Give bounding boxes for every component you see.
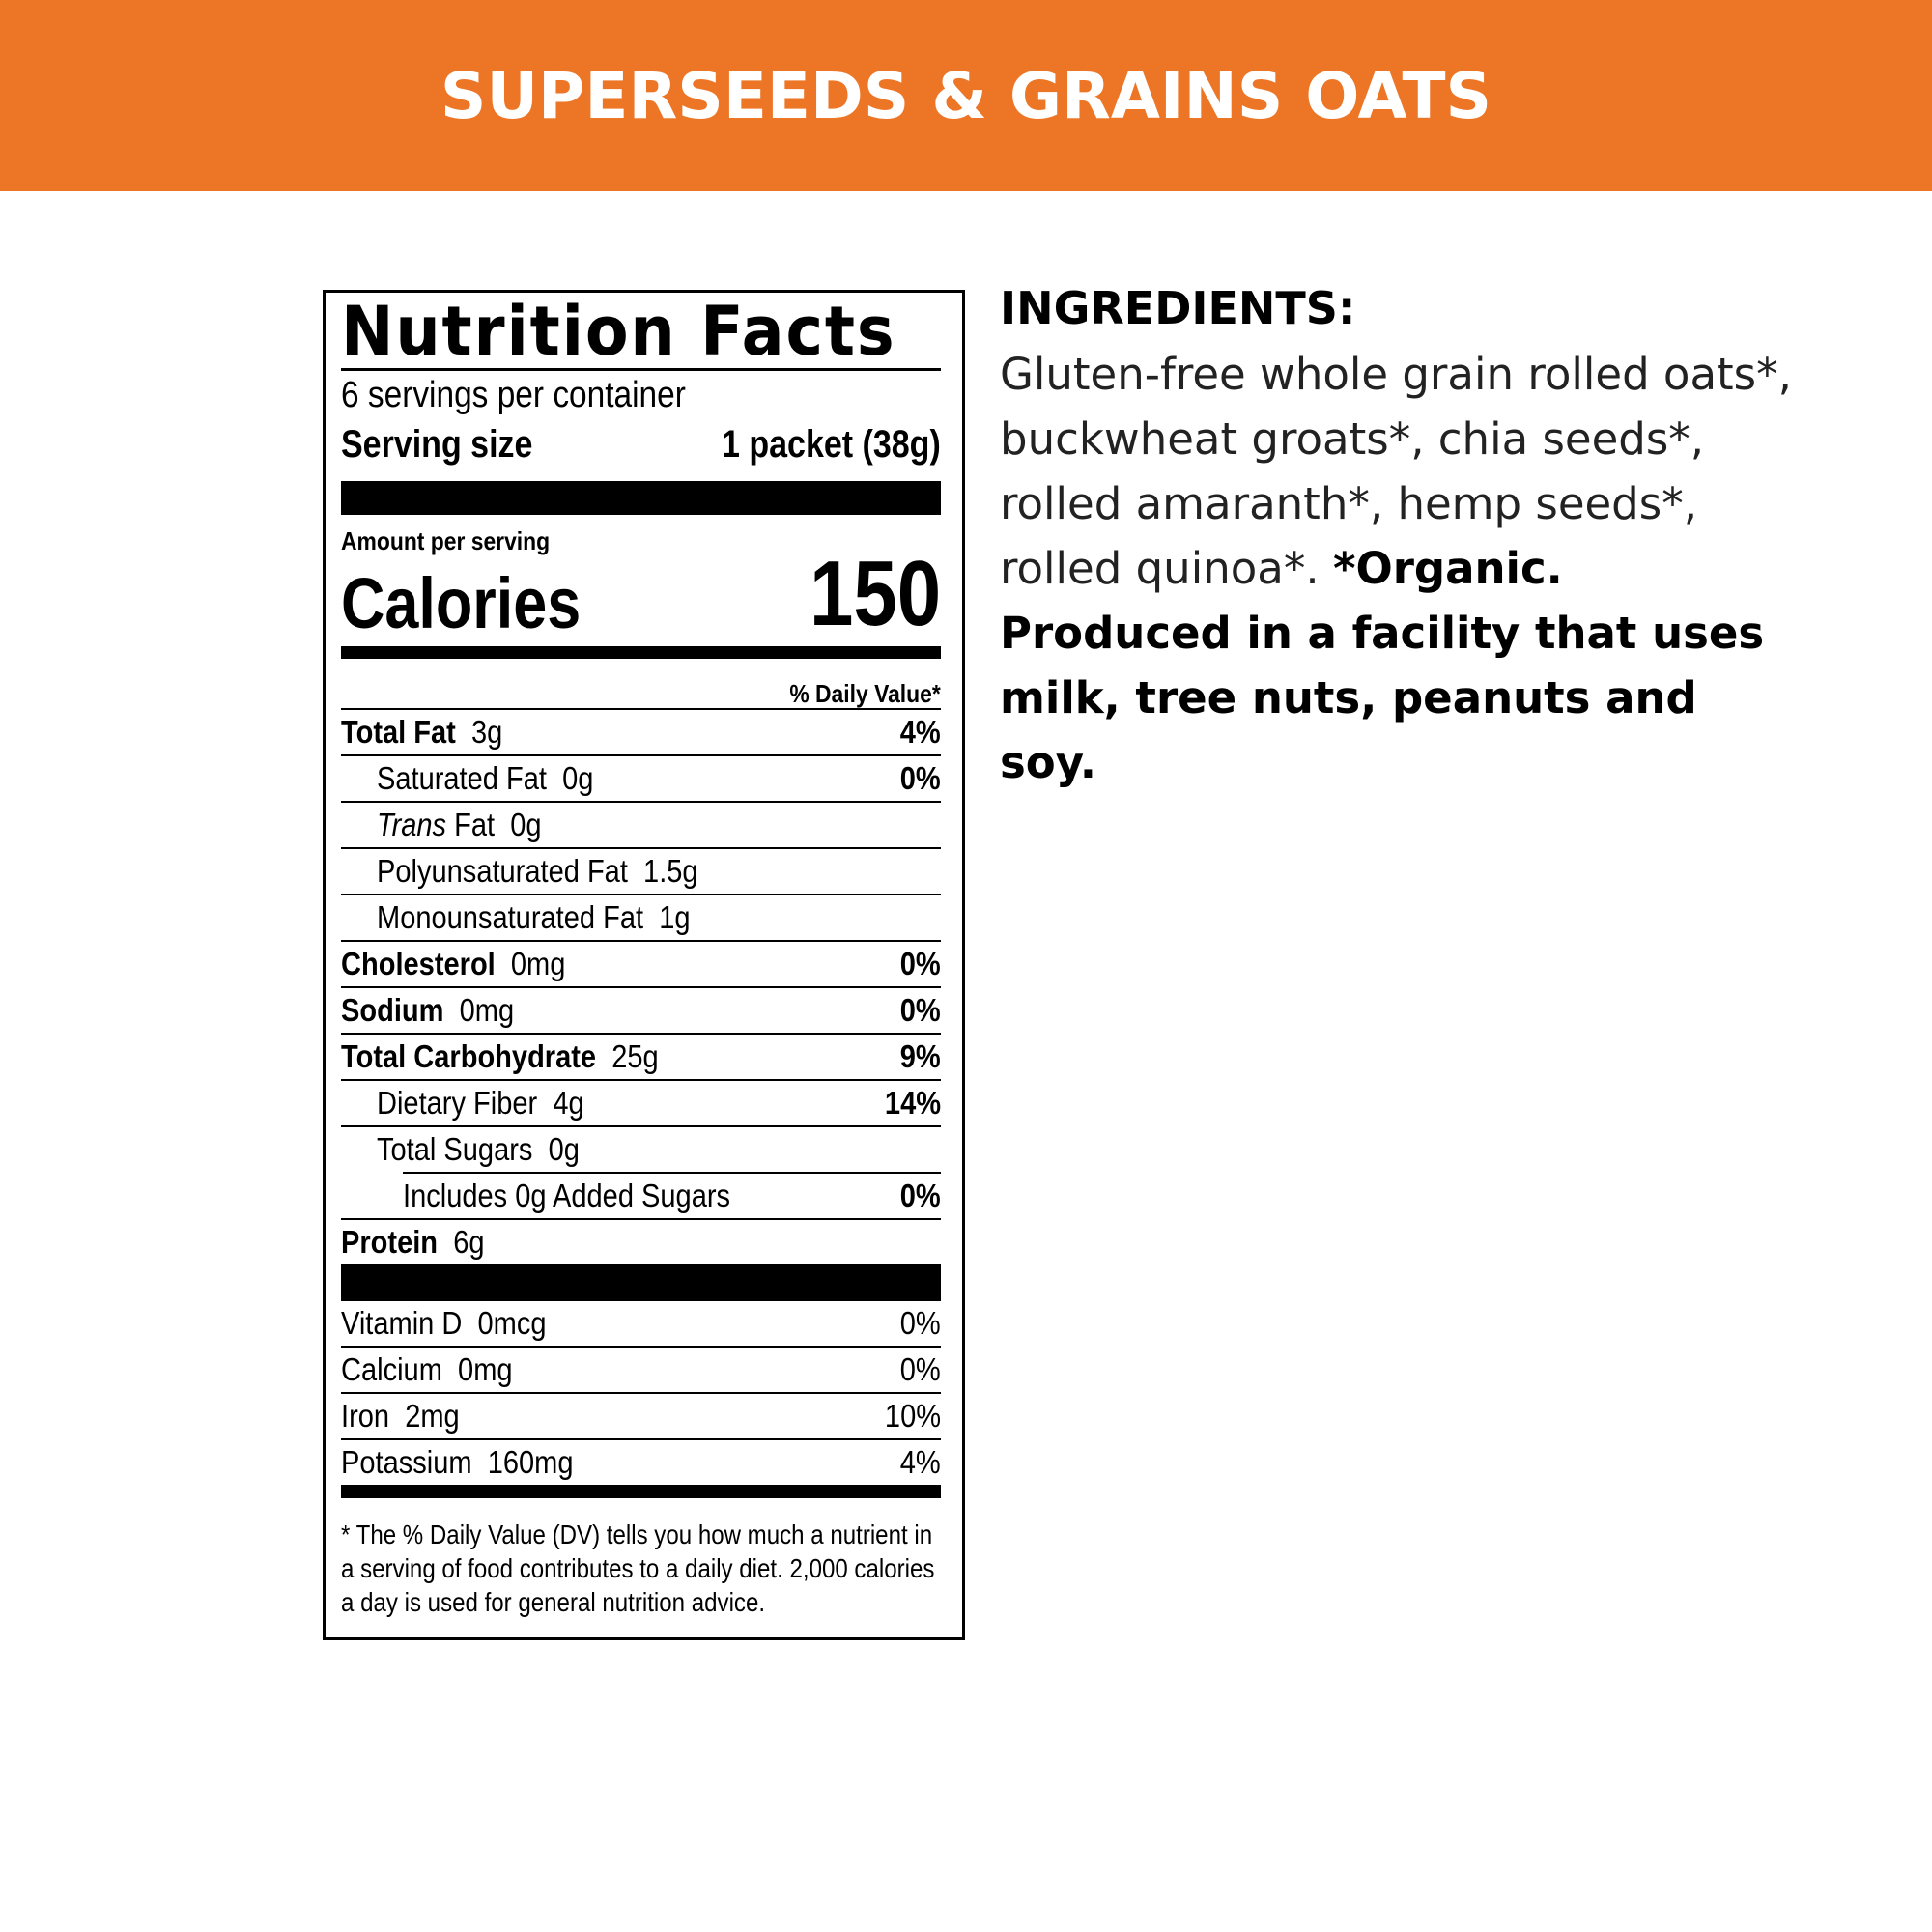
- vitamin-amount: 160mg: [487, 1444, 574, 1480]
- nutrient-dv: 0%: [900, 946, 941, 981]
- nutrient-name: Monounsaturated Fat: [377, 899, 644, 935]
- nutrient-name: Includes 0g Added Sugars: [403, 1178, 731, 1213]
- vitamin-name: Calcium: [341, 1351, 442, 1387]
- nutrient-name-suffix: Fat: [454, 807, 496, 842]
- daily-value-header-text: % Daily Value*: [789, 679, 941, 708]
- vitamin-amount: 0mg: [458, 1351, 513, 1387]
- vitamin-name: Potassium: [341, 1444, 472, 1480]
- nutrient-amount: 3g: [470, 714, 503, 750]
- nutrient-row-monounsaturated-fat: Monounsaturated Fat 1g: [341, 894, 941, 940]
- serving-size-value: 1 packet (38g): [722, 423, 941, 466]
- nutrient-name: Dietary Fiber: [377, 1085, 538, 1121]
- medium-divider: [341, 646, 941, 659]
- thick-divider: [341, 1264, 941, 1301]
- vitamin-name: Iron: [341, 1398, 390, 1434]
- thick-divider: [341, 481, 941, 515]
- vitamin-row-calcium: Calcium 0mg 0%: [341, 1346, 941, 1392]
- nutrient-row-polyunsaturated-fat: Polyunsaturated Fat 1.5g: [341, 847, 941, 894]
- nutrient-amount: 0g: [510, 807, 542, 842]
- ingredients-list: Gluten-free whole grain rolled oats*, bu…: [1000, 349, 1792, 594]
- daily-value-footnote: * The % Daily Value (DV) tells you how m…: [341, 1520, 935, 1617]
- nutrient-row-trans-fat: Trans Fat 0g: [341, 801, 941, 847]
- vitamin-dv: 4%: [900, 1444, 941, 1480]
- vitamin-row-vitamin-d: Vitamin D 0mcg 0%: [341, 1301, 941, 1346]
- servings-per-container: 6 servings per container: [341, 375, 686, 415]
- ingredients-section: INGREDIENTS: Gluten-free whole grain rol…: [1000, 278, 1802, 795]
- nutrient-amount: 4g: [553, 1085, 584, 1121]
- vitamin-dv: 0%: [900, 1305, 941, 1341]
- nutrient-name: Sodium: [341, 992, 444, 1028]
- vitamin-amount: 2mg: [405, 1398, 460, 1434]
- nutrient-amount: 0mg: [459, 992, 515, 1028]
- nutrient-row-protein: Protein 6g: [341, 1218, 941, 1264]
- nutrition-facts-label: Nutrition Facts 6 servings per container…: [323, 290, 965, 1640]
- nutrient-amount: 0g: [562, 760, 594, 796]
- nutrient-row-total-carbohydrate: Total Carbohydrate 25g 9%: [341, 1033, 941, 1079]
- serving-size-row: Serving size 1 packet (38g): [341, 422, 941, 467]
- nutrient-dv: 0%: [900, 1178, 941, 1213]
- nutrient-rows: Total Fat 3g 4% Saturated Fat 0g 0% Trans …: [341, 708, 941, 1498]
- nutrient-name: Total Sugars: [377, 1131, 533, 1167]
- vitamin-name: Vitamin D: [341, 1305, 463, 1341]
- nutrient-name: Cholesterol: [341, 946, 496, 981]
- nutrition-facts-title: Nutrition Facts: [341, 292, 896, 371]
- nutrient-row-dietary-fiber: Dietary Fiber 4g 14%: [341, 1079, 941, 1125]
- calories-row: Calories 150: [341, 546, 941, 642]
- nutrient-dv: 14%: [884, 1085, 941, 1121]
- amount-per-serving: Amount per serving: [341, 526, 551, 555]
- nutrient-amount: 1g: [659, 899, 691, 935]
- nutrient-name: Polyunsaturated Fat: [377, 853, 628, 889]
- nutrient-amount: 0g: [548, 1131, 580, 1167]
- nutrient-amount: 0mg: [510, 946, 566, 981]
- nutrient-name: Saturated Fat: [377, 760, 547, 796]
- medium-divider: [341, 1485, 941, 1498]
- ingredients-text: Gluten-free whole grain rolled oats*, bu…: [1000, 342, 1802, 795]
- nutrient-row-total-fat: Total Fat 3g 4%: [341, 708, 941, 754]
- nutrient-name: Total Fat: [341, 714, 456, 750]
- nutrient-dv: 0%: [900, 992, 941, 1028]
- nutrient-name: Trans: [377, 807, 447, 842]
- divider: [341, 368, 941, 371]
- vitamin-row-iron: Iron 2mg 10%: [341, 1392, 941, 1438]
- vitamin-amount: 0mcg: [477, 1305, 547, 1341]
- allergen-statement: *Organic. Produced in a facility that us…: [1000, 543, 1765, 788]
- calories-value: 150: [809, 542, 941, 645]
- nutrient-row-sodium: Sodium 0mg 0%: [341, 986, 941, 1033]
- vitamin-dv: 0%: [900, 1351, 941, 1387]
- nutrient-dv: 4%: [900, 714, 941, 750]
- vitamin-row-potassium: Potassium 160mg 4%: [341, 1438, 941, 1485]
- daily-value-header: % Daily Value*: [341, 677, 941, 710]
- title-banner: SUPERSEEDS & GRAINS OATS: [0, 0, 1932, 191]
- nutrient-row-added-sugars: Includes 0g Added Sugars 0%: [403, 1172, 941, 1218]
- product-title: SUPERSEEDS & GRAINS OATS: [440, 58, 1492, 133]
- calories-label: Calories: [341, 563, 582, 643]
- ingredients-heading: INGREDIENTS:: [1000, 282, 1356, 334]
- nutrient-name: Protein: [341, 1224, 439, 1260]
- nutrient-dv: 0%: [900, 760, 941, 796]
- nutrient-name: Total Carbohydrate: [341, 1038, 597, 1074]
- nutrient-amount: 1.5g: [643, 853, 698, 889]
- nutrient-amount: 6g: [453, 1224, 485, 1260]
- nutrient-dv: 9%: [900, 1038, 941, 1074]
- vitamin-dv: 10%: [884, 1398, 941, 1434]
- nutrient-row-saturated-fat: Saturated Fat 0g 0%: [341, 754, 941, 801]
- nutrient-amount: 25g: [611, 1038, 659, 1074]
- nutrient-row-total-sugars: Total Sugars 0g: [341, 1125, 941, 1172]
- serving-size-label: Serving size: [341, 423, 533, 466]
- nutrient-row-cholesterol: Cholesterol 0mg 0%: [341, 940, 941, 986]
